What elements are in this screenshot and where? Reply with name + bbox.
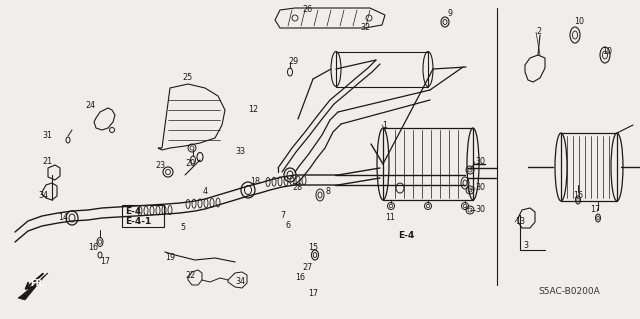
Text: 22: 22 bbox=[185, 271, 195, 279]
Polygon shape bbox=[18, 273, 48, 300]
Text: 18: 18 bbox=[250, 177, 260, 187]
Text: 32: 32 bbox=[360, 24, 370, 33]
Text: 24: 24 bbox=[85, 100, 95, 109]
Text: 13: 13 bbox=[515, 218, 525, 226]
Text: 17: 17 bbox=[308, 290, 318, 299]
Text: 27: 27 bbox=[302, 263, 312, 272]
Bar bbox=[336, 52, 428, 87]
Text: 10: 10 bbox=[574, 18, 584, 26]
Text: 11: 11 bbox=[385, 213, 395, 222]
Text: 16: 16 bbox=[573, 190, 583, 199]
Bar bbox=[561, 133, 617, 201]
Text: 5: 5 bbox=[180, 224, 185, 233]
Text: 15: 15 bbox=[308, 243, 318, 253]
Text: 6: 6 bbox=[285, 220, 290, 229]
Text: 7: 7 bbox=[280, 211, 285, 219]
Text: 30: 30 bbox=[475, 183, 485, 192]
Text: 26: 26 bbox=[302, 5, 312, 14]
Text: 20: 20 bbox=[185, 159, 195, 167]
Text: E-4: E-4 bbox=[125, 207, 141, 217]
Text: 34: 34 bbox=[235, 278, 245, 286]
Text: 4: 4 bbox=[203, 188, 208, 197]
Text: 16: 16 bbox=[295, 273, 305, 283]
Text: 21: 21 bbox=[42, 158, 52, 167]
Text: 10: 10 bbox=[602, 48, 612, 56]
Text: 17: 17 bbox=[100, 257, 110, 266]
Text: 8: 8 bbox=[325, 188, 330, 197]
Text: 12: 12 bbox=[248, 106, 258, 115]
Text: 9: 9 bbox=[448, 10, 453, 19]
Text: 17: 17 bbox=[590, 205, 600, 214]
Text: 19: 19 bbox=[165, 254, 175, 263]
Text: 16: 16 bbox=[88, 243, 98, 253]
Text: 30: 30 bbox=[475, 158, 485, 167]
Text: 33: 33 bbox=[235, 147, 245, 157]
Text: E-4: E-4 bbox=[398, 231, 414, 240]
Text: 28: 28 bbox=[292, 183, 302, 192]
Bar bbox=[383, 128, 473, 200]
Text: 25: 25 bbox=[182, 73, 192, 83]
Text: 31: 31 bbox=[42, 130, 52, 139]
Text: 23: 23 bbox=[155, 160, 165, 169]
Text: E-4-1: E-4-1 bbox=[125, 218, 151, 226]
Text: FR.: FR. bbox=[30, 278, 45, 287]
Text: 14: 14 bbox=[58, 213, 68, 222]
Text: 1: 1 bbox=[382, 121, 387, 130]
Text: 29: 29 bbox=[288, 57, 298, 66]
Text: 3: 3 bbox=[523, 241, 528, 249]
Text: 30: 30 bbox=[475, 205, 485, 214]
Text: S5AC-B0200A: S5AC-B0200A bbox=[538, 287, 600, 296]
Text: 34: 34 bbox=[38, 190, 48, 199]
Bar bbox=[122, 205, 164, 227]
Text: 2: 2 bbox=[536, 27, 541, 36]
